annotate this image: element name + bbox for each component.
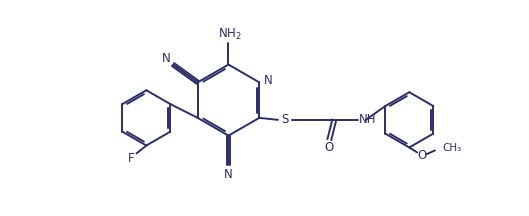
Text: O: O — [325, 141, 334, 154]
Text: NH: NH — [359, 113, 377, 126]
Text: F: F — [128, 152, 135, 165]
Text: N: N — [224, 168, 233, 181]
Text: N: N — [162, 52, 170, 65]
Text: CH₃: CH₃ — [443, 143, 462, 154]
Text: S: S — [281, 113, 289, 126]
Text: N: N — [264, 74, 273, 87]
Text: O: O — [417, 149, 427, 162]
Text: NH$_2$: NH$_2$ — [217, 26, 241, 41]
